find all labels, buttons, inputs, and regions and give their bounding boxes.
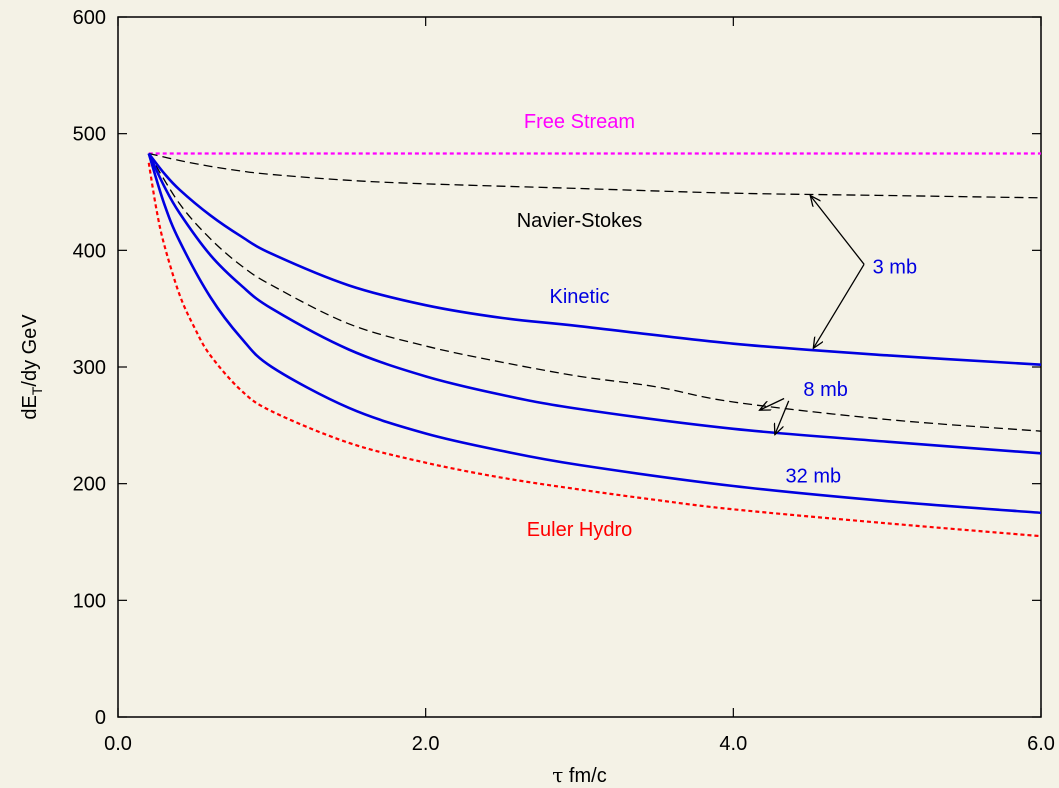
annotation-euler-hydro: Euler Hydro: [527, 519, 633, 541]
annotation-kinetic: Kinetic: [549, 286, 609, 308]
series-line-navier-stokes: [148, 152, 1042, 199]
annotations: Free Stream Navier-Stokes Kinetic 3 mb 8 mb 3…: [517, 111, 917, 541]
y-axis-title-rest: /dy GeV: [19, 314, 41, 387]
y-tick-label: 400: [73, 240, 106, 262]
annotation-32-mb: 32 mb: [786, 466, 842, 488]
series-lines: [147, 152, 1042, 538]
y-axis-title-main: dE: [19, 395, 41, 419]
annotation-arrows: [759, 196, 865, 435]
x-tick-label: 0.0: [104, 733, 132, 755]
annotation-arrow: [775, 400, 790, 435]
x-tick-label: 2.0: [412, 733, 440, 755]
y-axis-title: dET/dy GeV: [19, 314, 45, 420]
x-axis-unit: fm/c: [563, 765, 606, 787]
annotation-arrow: [759, 397, 785, 411]
axis-ticks: 0.0 2.0 4.0 6.0 0 100 200 300 400 500 600: [73, 7, 1055, 755]
x-axis-title: τ fm/c: [552, 763, 606, 787]
annotation-arrow: [813, 263, 865, 348]
series-line-euler-hydro: [147, 162, 1042, 538]
y-axis-title-subscript: T: [29, 386, 45, 395]
y-tick-label: 0: [95, 707, 106, 729]
series-line-navier-stokes: [148, 153, 1042, 432]
series-line-kinetic: [147, 153, 1042, 515]
y-tick-label: 600: [73, 7, 106, 29]
series-line-kinetic: [147, 152, 1042, 366]
y-tick-label: 200: [73, 474, 106, 496]
annotation-8-mb: 8 mb: [803, 379, 847, 401]
annotation-3-mb: 3 mb: [873, 257, 917, 279]
series-line-kinetic: [147, 152, 1042, 455]
y-tick-label: 500: [73, 124, 106, 146]
x-tick-label: 4.0: [719, 733, 747, 755]
y-tick-label: 100: [73, 590, 106, 612]
x-axis-symbol: τ: [552, 763, 563, 787]
y-tick-label: 300: [73, 357, 106, 379]
annotation-navier-stokes: Navier-Stokes: [517, 210, 643, 232]
x-tick-label: 6.0: [1027, 733, 1055, 755]
annotation-free-stream: Free Stream: [524, 111, 635, 133]
annotation-arrow: [810, 196, 865, 265]
